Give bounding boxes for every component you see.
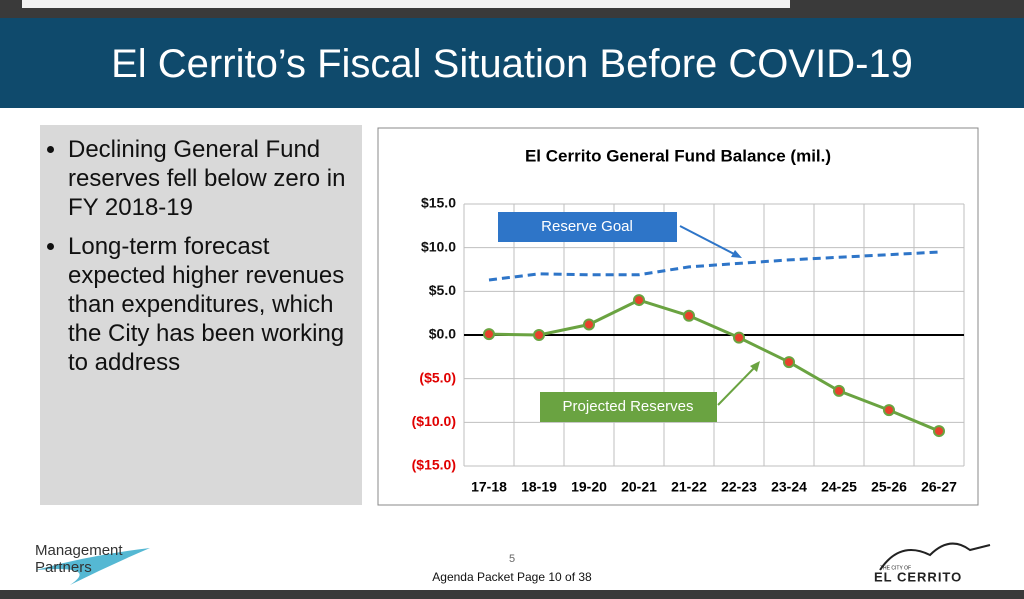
x-tick-label: 23-24 [771, 479, 807, 495]
callout-arrow [679, 225, 739, 257]
bullet-list: Declining General Fund reserves fell bel… [40, 135, 362, 377]
bullet: Long-term forecast expected higher reven… [68, 232, 348, 377]
point [833, 384, 845, 397]
x-tick-label: 19-20 [571, 479, 607, 495]
point [583, 318, 595, 331]
callout-box [498, 212, 677, 242]
point [933, 425, 945, 438]
point [783, 356, 795, 369]
y-tick-label: $0.0 [429, 326, 456, 342]
y-tick-label: $15.0 [421, 195, 456, 211]
logo-left: Management Partners [35, 542, 123, 576]
y-tick-label: ($5.0) [419, 369, 456, 385]
logo-hills [879, 542, 991, 571]
toolbar [22, 0, 790, 8]
logo-swoosh [36, 548, 150, 585]
chart-title: El Cerrito General Fund Balance (mil.) [525, 146, 831, 165]
x-tick-label: 25-26 [871, 479, 907, 495]
footer: Agenda Packet Page 10 of 38 [432, 570, 592, 584]
y-tick-label: ($15.0) [412, 457, 456, 473]
callout-label: Reserve Goal [541, 218, 633, 235]
arrow-head [731, 250, 742, 258]
point [883, 404, 895, 417]
x-tick-label: 24-25 [821, 479, 857, 495]
window-bar [0, 0, 1024, 18]
logo-text: Management [35, 542, 123, 559]
point [733, 331, 745, 344]
point [683, 309, 695, 322]
x-tick-label: 20-21 [621, 479, 657, 495]
slide-title: El Cerrito’s Fiscal Situation Before COV… [0, 18, 1024, 108]
bullet: Declining General Fund reserves fell bel… [68, 135, 348, 222]
bullet-box: Declining General Fund reserves fell bel… [40, 125, 362, 505]
callout-box [540, 392, 717, 422]
x-tick-label: 21-22 [671, 479, 707, 495]
x-tick-label: 17-18 [471, 479, 507, 495]
y-tick-label: $10.0 [421, 238, 456, 254]
point [483, 328, 495, 341]
callout-label: Projected Reserves [563, 398, 694, 415]
page-number: 5 [508, 553, 516, 565]
x-tick-label: 22-23 [721, 479, 757, 495]
callout-arrow [717, 365, 757, 406]
series-line [488, 250, 940, 282]
window-edge [0, 590, 1024, 599]
series-line [488, 298, 940, 433]
point [533, 329, 545, 341]
chart-frame [377, 127, 979, 506]
y-tick-label: $5.0 [429, 282, 456, 298]
logo-text: Partners [35, 559, 92, 576]
logo-name: EL CERRITO [874, 569, 962, 584]
logo-small: THE CITY OF [880, 565, 911, 571]
x-tick-label: 26-27 [921, 479, 957, 495]
x-tick-label: 18-19 [521, 479, 557, 495]
arrow-head [750, 361, 760, 372]
y-tick-label: ($10.0) [412, 413, 456, 429]
point [633, 294, 645, 307]
